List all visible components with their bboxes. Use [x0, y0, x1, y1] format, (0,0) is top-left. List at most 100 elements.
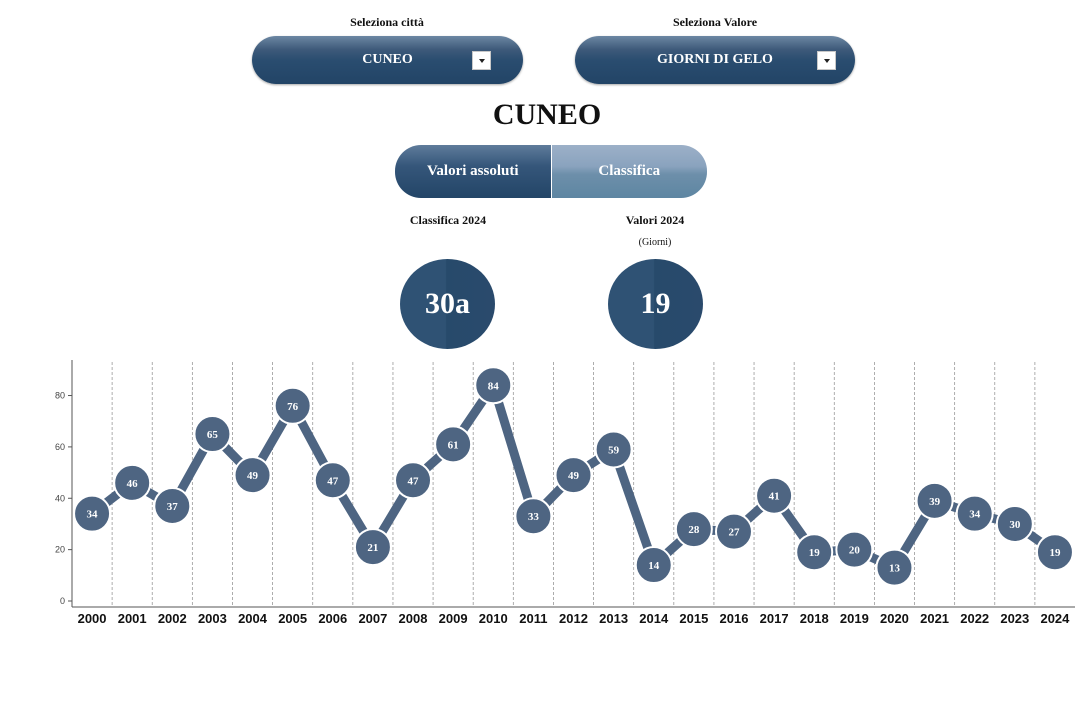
data-point-marker: [835, 530, 874, 569]
data-label: 20: [849, 545, 861, 557]
chart-grid: [111, 362, 1036, 607]
data-point-marker: [474, 366, 513, 405]
data-point: 37: [153, 486, 192, 525]
data-label: 47: [327, 475, 339, 487]
x-tick-label: 2000: [78, 611, 107, 626]
data-label: 37: [167, 501, 179, 513]
x-tick-label: 2015: [679, 611, 708, 626]
data-label: 14: [648, 560, 660, 572]
data-point: 34: [955, 494, 994, 533]
data-point: 47: [313, 461, 352, 500]
data-point-marker: [955, 494, 994, 533]
data-point: 34: [73, 494, 112, 533]
data-label: 30: [1009, 519, 1021, 531]
data-point: 19: [795, 533, 834, 572]
tab-ranking[interactable]: Classifica: [550, 145, 707, 198]
tab-absolute-values[interactable]: Valori assoluti: [395, 145, 551, 198]
x-tick-label: 2001: [118, 611, 147, 626]
data-point: 49: [233, 456, 272, 495]
data-point-marker: [73, 494, 112, 533]
value-badge: 19: [608, 259, 703, 349]
data-label: 61: [448, 439, 459, 451]
data-point: 61: [434, 425, 473, 464]
x-tick-label: 2010: [479, 611, 508, 626]
data-point-marker: [193, 415, 232, 454]
data-label: 39: [929, 496, 941, 508]
data-label: 33: [528, 511, 540, 523]
x-tick-label: 2008: [399, 611, 428, 626]
chart-axes: [71, 360, 1075, 608]
data-point: 39: [915, 481, 954, 520]
data-point: 47: [394, 461, 433, 500]
x-tick-label: 2005: [278, 611, 307, 626]
data-point-marker: [434, 425, 473, 464]
data-point: 65: [193, 415, 232, 454]
data-point: 28: [674, 510, 713, 549]
rank-badge: 30a: [400, 259, 495, 349]
value-label: Valori 2024: [625, 213, 685, 227]
data-point-marker: [594, 430, 633, 469]
data-point: 59: [594, 430, 633, 469]
city-select-label: Seleziona città: [350, 15, 424, 29]
data-label: 76: [287, 401, 299, 413]
data-label: 49: [247, 470, 259, 482]
data-point-marker: [995, 504, 1034, 543]
x-tick-label: 2002: [158, 611, 187, 626]
view-toggle[interactable]: Valori assoluti Classifica: [395, 145, 707, 198]
data-point-marker: [514, 497, 553, 536]
data-label: 49: [568, 470, 580, 482]
y-tick-label: 80: [55, 391, 65, 401]
data-point: 27: [714, 512, 753, 551]
data-point-marker: [714, 512, 753, 551]
data-label: 47: [408, 475, 420, 487]
data-label: 21: [367, 542, 378, 554]
city-select[interactable]: CUNEO: [252, 36, 523, 84]
data-label: 59: [608, 444, 620, 456]
data-point-marker: [795, 533, 834, 572]
data-label: 65: [207, 429, 219, 441]
data-label: 13: [889, 563, 901, 575]
y-tick-label: 0: [60, 596, 65, 606]
page-title: CUNEO: [492, 98, 602, 131]
data-point: 13: [875, 548, 914, 587]
data-label: 27: [728, 527, 740, 539]
data-point-marker: [1035, 533, 1074, 572]
x-tick-label: 2019: [840, 611, 869, 626]
value-select[interactable]: GIORNI DI GELO: [575, 36, 855, 84]
chevron-down-icon[interactable]: [817, 51, 836, 70]
data-label: 84: [488, 380, 500, 392]
data-point-marker: [554, 456, 593, 495]
data-point-marker: [634, 546, 673, 585]
data-point: 19: [1035, 533, 1074, 572]
x-tick-label: 2003: [198, 611, 227, 626]
rank-label: Classifica 2024: [409, 213, 487, 227]
data-label: 19: [1049, 547, 1061, 559]
data-point-marker: [313, 461, 352, 500]
data-point-marker: [674, 510, 713, 549]
x-tick-label: 2011: [519, 611, 547, 626]
chevron-down-icon[interactable]: [472, 51, 491, 70]
data-point-marker: [233, 456, 272, 495]
data-point: 84: [474, 366, 513, 405]
data-point: 14: [634, 546, 673, 585]
x-tick-label: 2004: [238, 611, 268, 626]
data-label: 28: [688, 524, 700, 536]
x-tick-label: 2006: [318, 611, 347, 626]
x-tick-label: 2018: [800, 611, 829, 626]
data-label: 46: [127, 478, 139, 490]
data-point: 30: [995, 504, 1034, 543]
y-tick-label: 40: [55, 493, 65, 503]
data-point-marker: [755, 476, 794, 515]
data-point: 49: [554, 456, 593, 495]
city-select-value: CUNEO: [362, 52, 413, 67]
x-tick-label: 2016: [720, 611, 749, 626]
data-point: 41: [755, 476, 794, 515]
data-label: 19: [809, 547, 821, 559]
data-point: 33: [514, 497, 553, 536]
data-points: 34 46 37 65 49 76 47 21 47 61 84 33 49 59 14 28 27 41 19 20…: [73, 366, 1074, 587]
x-tick-label: 2023: [1000, 611, 1029, 626]
data-label: 41: [769, 491, 780, 503]
data-point: 21: [353, 528, 392, 567]
x-tick-label: 2024: [1040, 611, 1070, 626]
value-unit: (Giorni): [638, 237, 672, 248]
